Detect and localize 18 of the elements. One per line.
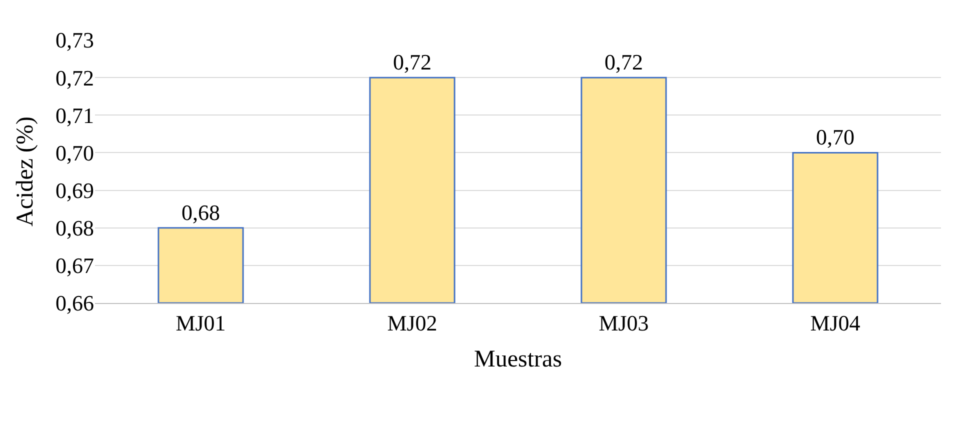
x-axis-title: Muestras bbox=[474, 346, 562, 373]
y-axis-title: Acidez (%) bbox=[12, 116, 39, 226]
x-tick-label: MJ03 bbox=[598, 310, 649, 336]
x-tick-label: MJ02 bbox=[387, 310, 438, 336]
y-tick-label: 0,71 bbox=[56, 102, 94, 128]
data-label: 0,72 bbox=[393, 50, 432, 75]
y-tick-label: 0,70 bbox=[56, 140, 94, 166]
y-tick-label: 0,66 bbox=[56, 290, 94, 316]
data-label: 0,72 bbox=[604, 50, 643, 75]
x-tick-label: MJ01 bbox=[176, 310, 226, 336]
data-label: 0,70 bbox=[816, 124, 854, 150]
y-tick-label: 0,67 bbox=[56, 253, 94, 278]
y-tick-label: 0,69 bbox=[56, 178, 94, 203]
y-tick-label: 0,72 bbox=[56, 65, 94, 90]
data-label: 0,68 bbox=[182, 200, 220, 225]
y-tick-label: 0,68 bbox=[56, 216, 94, 241]
y-tick-label: 0,73 bbox=[56, 28, 94, 53]
x-tick-label: MJ04 bbox=[810, 310, 860, 336]
